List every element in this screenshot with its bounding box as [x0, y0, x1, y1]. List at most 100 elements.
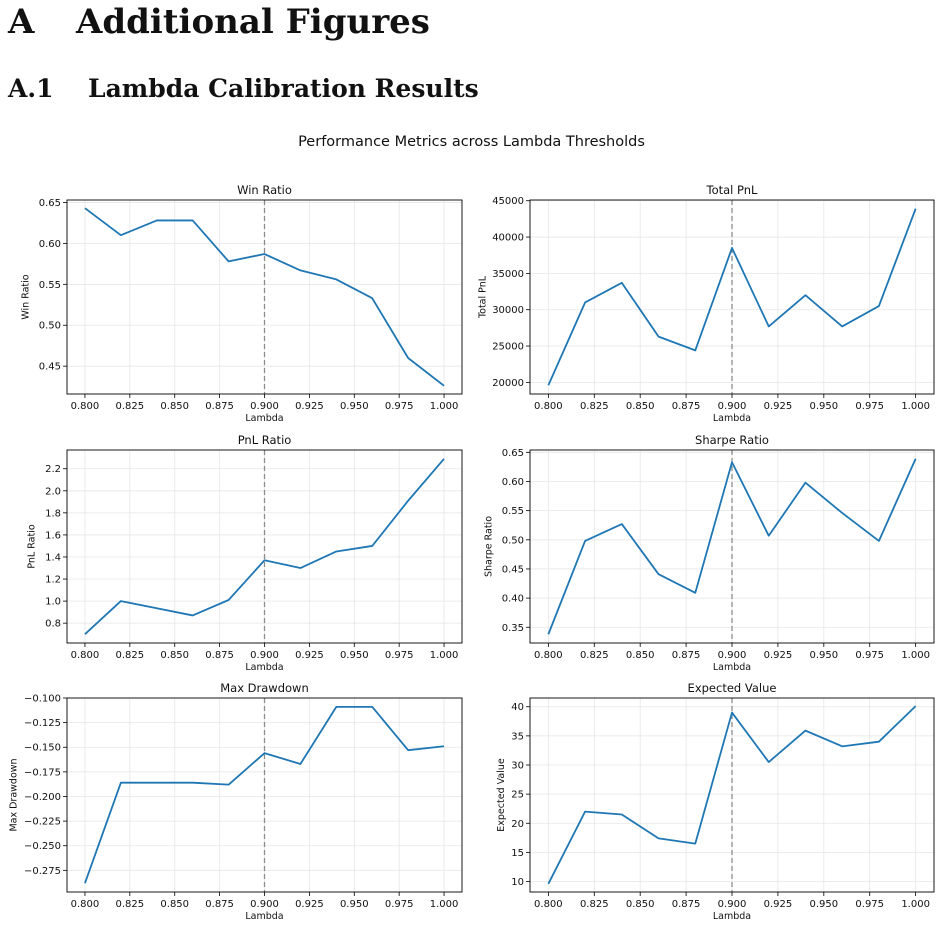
x-tick-label: 0.800: [534, 650, 563, 661]
x-axis-label: Lambda: [713, 662, 751, 673]
x-tick-label: 0.925: [764, 401, 793, 412]
x-tick-label: 0.875: [205, 899, 234, 910]
y-tick-label: −0.275: [24, 866, 61, 877]
y-tick-label: 0.45: [502, 564, 524, 575]
x-tick-label: 0.900: [718, 650, 747, 661]
x-tick-label: 0.900: [718, 401, 747, 412]
x-tick-label: 0.875: [672, 650, 701, 661]
y-tick-label: 1.0: [45, 597, 61, 608]
y-tick-label: 0.8: [45, 619, 61, 630]
y-tick-label: 2.2: [45, 464, 61, 475]
x-tick-label: 0.975: [855, 650, 884, 661]
x-tick-label: 0.825: [580, 401, 609, 412]
y-axis-label: Total PnL: [478, 275, 489, 319]
x-tick-label: 0.800: [534, 899, 563, 910]
x-tick-label: 0.825: [580, 650, 609, 661]
x-tick-label: 0.975: [385, 401, 414, 412]
x-tick-label: 0.975: [855, 401, 884, 412]
y-axis-label: PnL Ratio: [27, 524, 38, 568]
y-tick-label: 0.50: [39, 321, 61, 332]
x-tick-label: 0.950: [340, 899, 369, 910]
x-tick-label: 0.900: [250, 650, 279, 661]
x-tick-label: 0.950: [809, 650, 838, 661]
subplot-0: 0.800 0.825 0.850 0.875 0.900 0.925 0.950 0.975…: [21, 183, 463, 424]
y-tick-label: 35: [511, 731, 524, 742]
x-tick-label: 0.850: [160, 401, 189, 412]
y-axis-label: Win Ratio: [21, 274, 32, 319]
x-tick-label: 0.825: [116, 899, 145, 910]
series-line: [84, 207, 445, 387]
x-axis-label: Lambda: [713, 413, 751, 424]
series-line: [84, 705, 445, 884]
y-tick-label: 0.55: [39, 280, 61, 291]
y-tick-label: 40: [511, 702, 524, 713]
y-axis-label: Sharpe Ratio: [484, 516, 495, 577]
x-tick-label: 0.875: [672, 899, 701, 910]
y-tick-label: 0.45: [39, 362, 61, 373]
y-tick-label: 0.60: [502, 477, 524, 488]
x-tick-label: 0.925: [764, 650, 793, 661]
x-tick-label: 0.950: [340, 401, 369, 412]
x-tick-label: 1.000: [901, 899, 930, 910]
y-tick-label: 0.35: [502, 623, 524, 634]
y-tick-label: 0.40: [502, 594, 524, 605]
y-tick-label: 25000: [492, 342, 524, 353]
y-tick-label: 20: [511, 819, 524, 830]
subplot-4: 0.800 0.825 0.850 0.875 0.900 0.925 0.950 0.975…: [8, 681, 463, 922]
x-tick-label: 0.950: [340, 650, 369, 661]
section-title: Additional Figures: [76, 2, 430, 42]
y-tick-label: −0.175: [24, 767, 61, 778]
x-tick-label: 0.900: [250, 899, 279, 910]
subplot-title: PnL Ratio: [238, 433, 292, 447]
subplot-1: 0.800 0.825 0.850 0.875 0.900 0.925 0.950 0.975…: [478, 183, 935, 424]
x-tick-label: 0.850: [160, 899, 189, 910]
y-tick-label: −0.150: [24, 743, 61, 754]
subplot-title: Sharpe Ratio: [695, 433, 769, 447]
x-tick-label: 0.850: [160, 650, 189, 661]
y-tick-label: 1.6: [45, 530, 61, 541]
subsection-number: A.1: [8, 74, 54, 103]
y-tick-label: 0.65: [39, 198, 61, 209]
x-tick-label: 0.925: [295, 650, 324, 661]
subsection-heading: A.1 Lambda Calibration Results: [8, 74, 479, 103]
y-tick-label: 1.4: [45, 552, 61, 563]
x-tick-label: 0.875: [672, 401, 701, 412]
y-tick-label: 25: [511, 790, 524, 801]
x-tick-label: 0.975: [385, 899, 414, 910]
y-tick-label: 35000: [492, 269, 524, 280]
subplot-2: 0.800 0.825 0.850 0.875 0.900 0.925 0.950 0.975…: [27, 433, 463, 673]
section-number: A: [8, 2, 35, 42]
y-tick-label: 2.0: [45, 486, 61, 497]
y-tick-label: −0.250: [24, 841, 61, 852]
y-tick-label: 1.2: [45, 575, 61, 586]
section-heading: A Additional Figures: [8, 2, 430, 42]
y-tick-label: 30: [511, 760, 524, 771]
subplot-title: Win Ratio: [237, 183, 292, 197]
metrics-figure: 0.800 0.825 0.850 0.875 0.900 0.925 0.950 0.975…: [8, 183, 935, 922]
y-tick-label: −0.225: [24, 817, 61, 828]
x-tick-label: 0.800: [71, 899, 100, 910]
x-tick-label: 1.000: [430, 401, 459, 412]
x-axis-label: Lambda: [245, 413, 283, 424]
x-tick-label: 0.925: [295, 401, 324, 412]
y-axis-label: Max Drawdown: [8, 758, 19, 831]
y-tick-label: 30000: [492, 305, 524, 316]
y-axis-label: Expected Value: [496, 758, 507, 832]
x-tick-label: 0.875: [205, 650, 234, 661]
x-tick-label: 1.000: [901, 650, 930, 661]
y-tick-label: 1.8: [45, 508, 61, 519]
x-axis-label: Lambda: [713, 911, 751, 922]
x-axis-label: Lambda: [245, 662, 283, 673]
y-tick-label: 20000: [492, 378, 524, 389]
x-tick-label: 1.000: [430, 899, 459, 910]
series-line: [547, 208, 917, 386]
x-tick-label: 0.875: [205, 401, 234, 412]
y-tick-label: 10: [511, 877, 524, 888]
y-tick-label: 0.65: [502, 448, 524, 459]
x-tick-label: 0.800: [71, 401, 100, 412]
x-tick-label: 0.925: [764, 899, 793, 910]
x-tick-label: 0.900: [250, 401, 279, 412]
series-line: [547, 705, 917, 885]
subplot-title: Expected Value: [688, 681, 777, 695]
x-tick-label: 0.800: [71, 650, 100, 661]
